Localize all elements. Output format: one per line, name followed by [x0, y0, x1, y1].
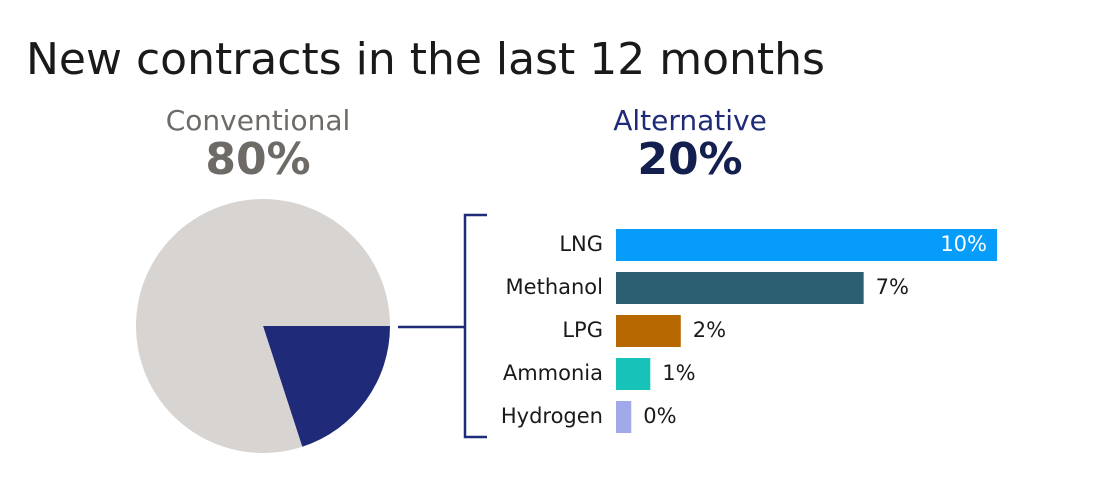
value-label: 7% — [876, 275, 909, 299]
category-label: LPG — [562, 318, 603, 342]
bar — [616, 315, 681, 347]
bar — [616, 401, 632, 433]
bracket — [398, 213, 487, 439]
category-label: LNG — [559, 232, 603, 256]
category-label: Methanol — [506, 275, 603, 299]
legend-label: Conventional — [166, 104, 351, 137]
chart-title: New contracts in the last 12 months — [26, 34, 825, 85]
value-label: 0% — [643, 404, 676, 428]
value-label: 1% — [662, 361, 695, 385]
legend-label: Alternative — [613, 104, 767, 137]
value-label: 10% — [940, 232, 987, 256]
category-label: Ammonia — [503, 361, 603, 385]
value-label: 20% — [637, 134, 742, 185]
bar — [616, 229, 997, 261]
pie-slice — [263, 326, 390, 447]
pie-slice — [136, 199, 390, 453]
value-label: 2% — [693, 318, 726, 342]
bar — [616, 272, 864, 304]
category-label: Hydrogen — [501, 404, 603, 428]
value-label: 80% — [205, 134, 310, 185]
bar — [616, 358, 651, 390]
